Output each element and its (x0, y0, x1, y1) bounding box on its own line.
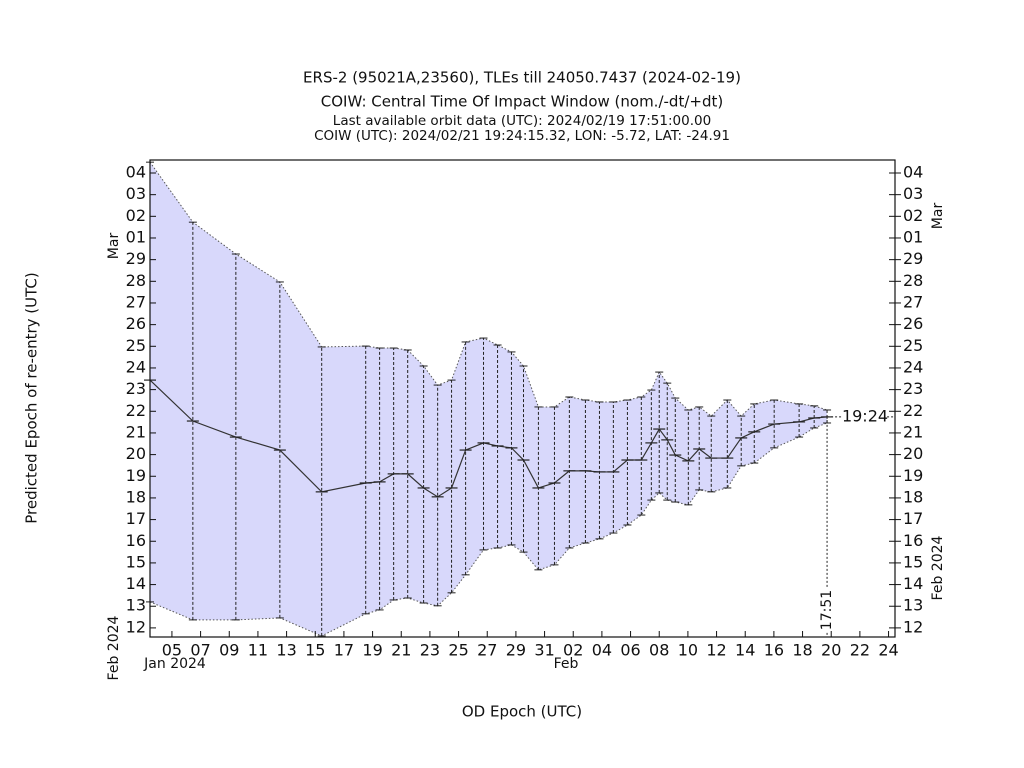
x-tick-label: 15 (305, 641, 325, 660)
y-tick-label: 17 (126, 509, 146, 528)
upper-bound-line (149, 161, 828, 417)
y-tick-label: 22 (126, 401, 146, 420)
y2-tick-label: 24 (903, 357, 923, 376)
chart-note: Last available orbit data (UTC): 2024/02… (333, 113, 711, 129)
annotation-bg (818, 588, 837, 632)
y-tick-label: 25 (126, 336, 146, 355)
y-tick-label: 15 (126, 552, 146, 571)
y-tick-label: 28 (126, 271, 146, 290)
y-tick-label: 04 (126, 162, 146, 181)
plot-frame (149, 159, 896, 638)
y2-tick-label: 20 (903, 444, 923, 463)
x-tick-label: 08 (649, 641, 669, 660)
x-tick-label: 22 (850, 641, 870, 660)
x-tick-label: 24 (878, 641, 898, 660)
y-tick-label: 23 (126, 379, 146, 398)
y2-tick-label: 26 (903, 314, 923, 333)
chart-subtitle: COIW: Central Time Of Impact Window (nom… (321, 93, 723, 111)
x-tick-label: 04 (592, 641, 612, 660)
x-tick-label: 05 (162, 641, 182, 660)
y-tick-label: 29 (126, 249, 146, 268)
x-tick-label: 12 (706, 641, 726, 660)
y2-group-label: Mar (930, 203, 946, 230)
y-tick-label: 16 (126, 531, 146, 550)
x-tick-label: 19 (362, 641, 382, 660)
x-tick-label: 06 (620, 641, 640, 660)
x-tick-label: 07 (190, 641, 210, 660)
y2-tick-label: 19 (903, 466, 923, 485)
y2-tick-label: 28 (903, 271, 923, 290)
y-axis-label: Predicted Epoch of re-entry (UTC) (23, 272, 41, 523)
x-group-label: Feb (554, 656, 579, 672)
y-tick-label: 20 (126, 444, 146, 463)
y2-tick-label: 25 (903, 336, 923, 355)
y-group-label: Feb 2024 (106, 615, 122, 680)
x-tick-label: 21 (391, 641, 411, 660)
x-tick-label: 02 (563, 641, 583, 660)
y2-tick-label: 02 (903, 206, 923, 225)
chart-note: COIW (UTC): 2024/02/21 19:24:15.32, LON:… (314, 128, 730, 144)
y-tick-label: 24 (126, 357, 146, 376)
x-tick-label: 11 (248, 641, 268, 660)
impact-window-band (150, 162, 828, 636)
y2-tick-label: 18 (903, 487, 923, 506)
y2-tick-label: 01 (903, 227, 923, 246)
y2-tick-label: 27 (903, 292, 923, 311)
x-tick-label: 20 (821, 641, 841, 660)
y2-tick-label: 14 (903, 574, 923, 593)
x-tick-label: 13 (276, 641, 296, 660)
annotation: 17:51 (819, 590, 835, 630)
y-tick-label: 26 (126, 314, 146, 333)
y-group-label: Mar (106, 233, 122, 260)
x-tick-label: 23 (420, 641, 440, 660)
y-tick-label: 02 (126, 206, 146, 225)
x-tick-label: 09 (219, 641, 239, 660)
y2-tick-label: 04 (903, 162, 923, 181)
y2-tick-label: 16 (903, 531, 923, 550)
x-tick-label: 14 (735, 641, 755, 660)
annotation-bg (843, 407, 887, 426)
y-tick-label: 18 (126, 487, 146, 506)
x-tick-label: 18 (792, 641, 812, 660)
x-tick-label: 31 (534, 641, 554, 660)
lower-bound-line (149, 422, 828, 637)
y2-tick-label: 22 (903, 401, 923, 420)
x-tick-label: 16 (764, 641, 784, 660)
y-tick-label: 21 (126, 422, 146, 441)
y2-tick-label: 15 (903, 552, 923, 571)
y2-tick-label: 29 (903, 249, 923, 268)
y-tick-label: 27 (126, 292, 146, 311)
y-tick-label: 19 (126, 466, 146, 485)
annotation: 19:24 (842, 406, 888, 425)
y2-tick-label: 12 (903, 617, 923, 636)
x-tick-label: 27 (477, 641, 497, 660)
x-group-label: Jan 2024 (143, 656, 206, 672)
y2-tick-label: 13 (903, 596, 923, 615)
y-tick-label: 03 (126, 184, 146, 203)
x-tick-label: 25 (448, 641, 468, 660)
x-tick-label: 10 (678, 641, 698, 660)
x-tick-label: 17 (334, 641, 354, 660)
y-tick-label: 01 (126, 227, 146, 246)
y-tick-label: 12 (126, 617, 146, 636)
y2-tick-label: 17 (903, 509, 923, 528)
y2-tick-label: 21 (903, 422, 923, 441)
x-tick-label: 29 (506, 641, 526, 660)
y2-group-label: Feb 2024 (930, 535, 946, 600)
y-tick-label: 13 (126, 596, 146, 615)
y2-tick-label: 03 (903, 184, 923, 203)
chart-title: ERS-2 (95021A,23560), TLEs till 24050.74… (303, 69, 741, 87)
y2-tick-label: 23 (903, 379, 923, 398)
x-axis-label: OD Epoch (UTC) (462, 703, 582, 721)
y-tick-label: 14 (126, 574, 146, 593)
